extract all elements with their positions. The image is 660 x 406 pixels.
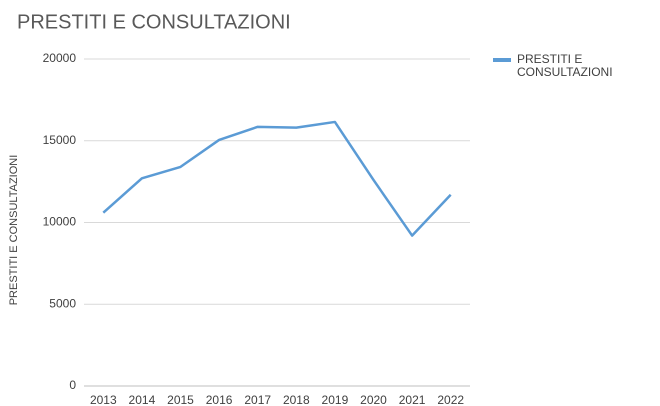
x-tick-label: 2014 <box>129 393 156 406</box>
x-tick-label: 2018 <box>283 393 310 406</box>
chart-title: PRESTITI E CONSULTAZIONI <box>17 11 291 33</box>
x-tick-label: 2016 <box>206 393 233 406</box>
x-tick-label: 2021 <box>399 393 426 406</box>
x-tick-label: 2017 <box>244 393 271 406</box>
y-tick-label: 15000 <box>43 133 77 147</box>
y-tick-label: 5000 <box>49 296 76 310</box>
x-tick-label: 2020 <box>360 393 387 406</box>
y-tick-label: 20000 <box>43 51 77 65</box>
x-tick-label: 2015 <box>167 393 194 406</box>
x-tick-label: 2013 <box>90 393 117 406</box>
y-axis-label: PRESTITI E CONSULTAZIONI <box>8 155 20 306</box>
y-tick-label: 0 <box>69 378 76 392</box>
y-tick-label: 10000 <box>43 215 77 229</box>
line-series <box>102 120 452 237</box>
x-tick-label: 2019 <box>322 393 349 406</box>
x-tick-label: 2022 <box>437 393 464 406</box>
legend-label: PRESTITI E CONSULTAZIONI <box>517 52 613 79</box>
